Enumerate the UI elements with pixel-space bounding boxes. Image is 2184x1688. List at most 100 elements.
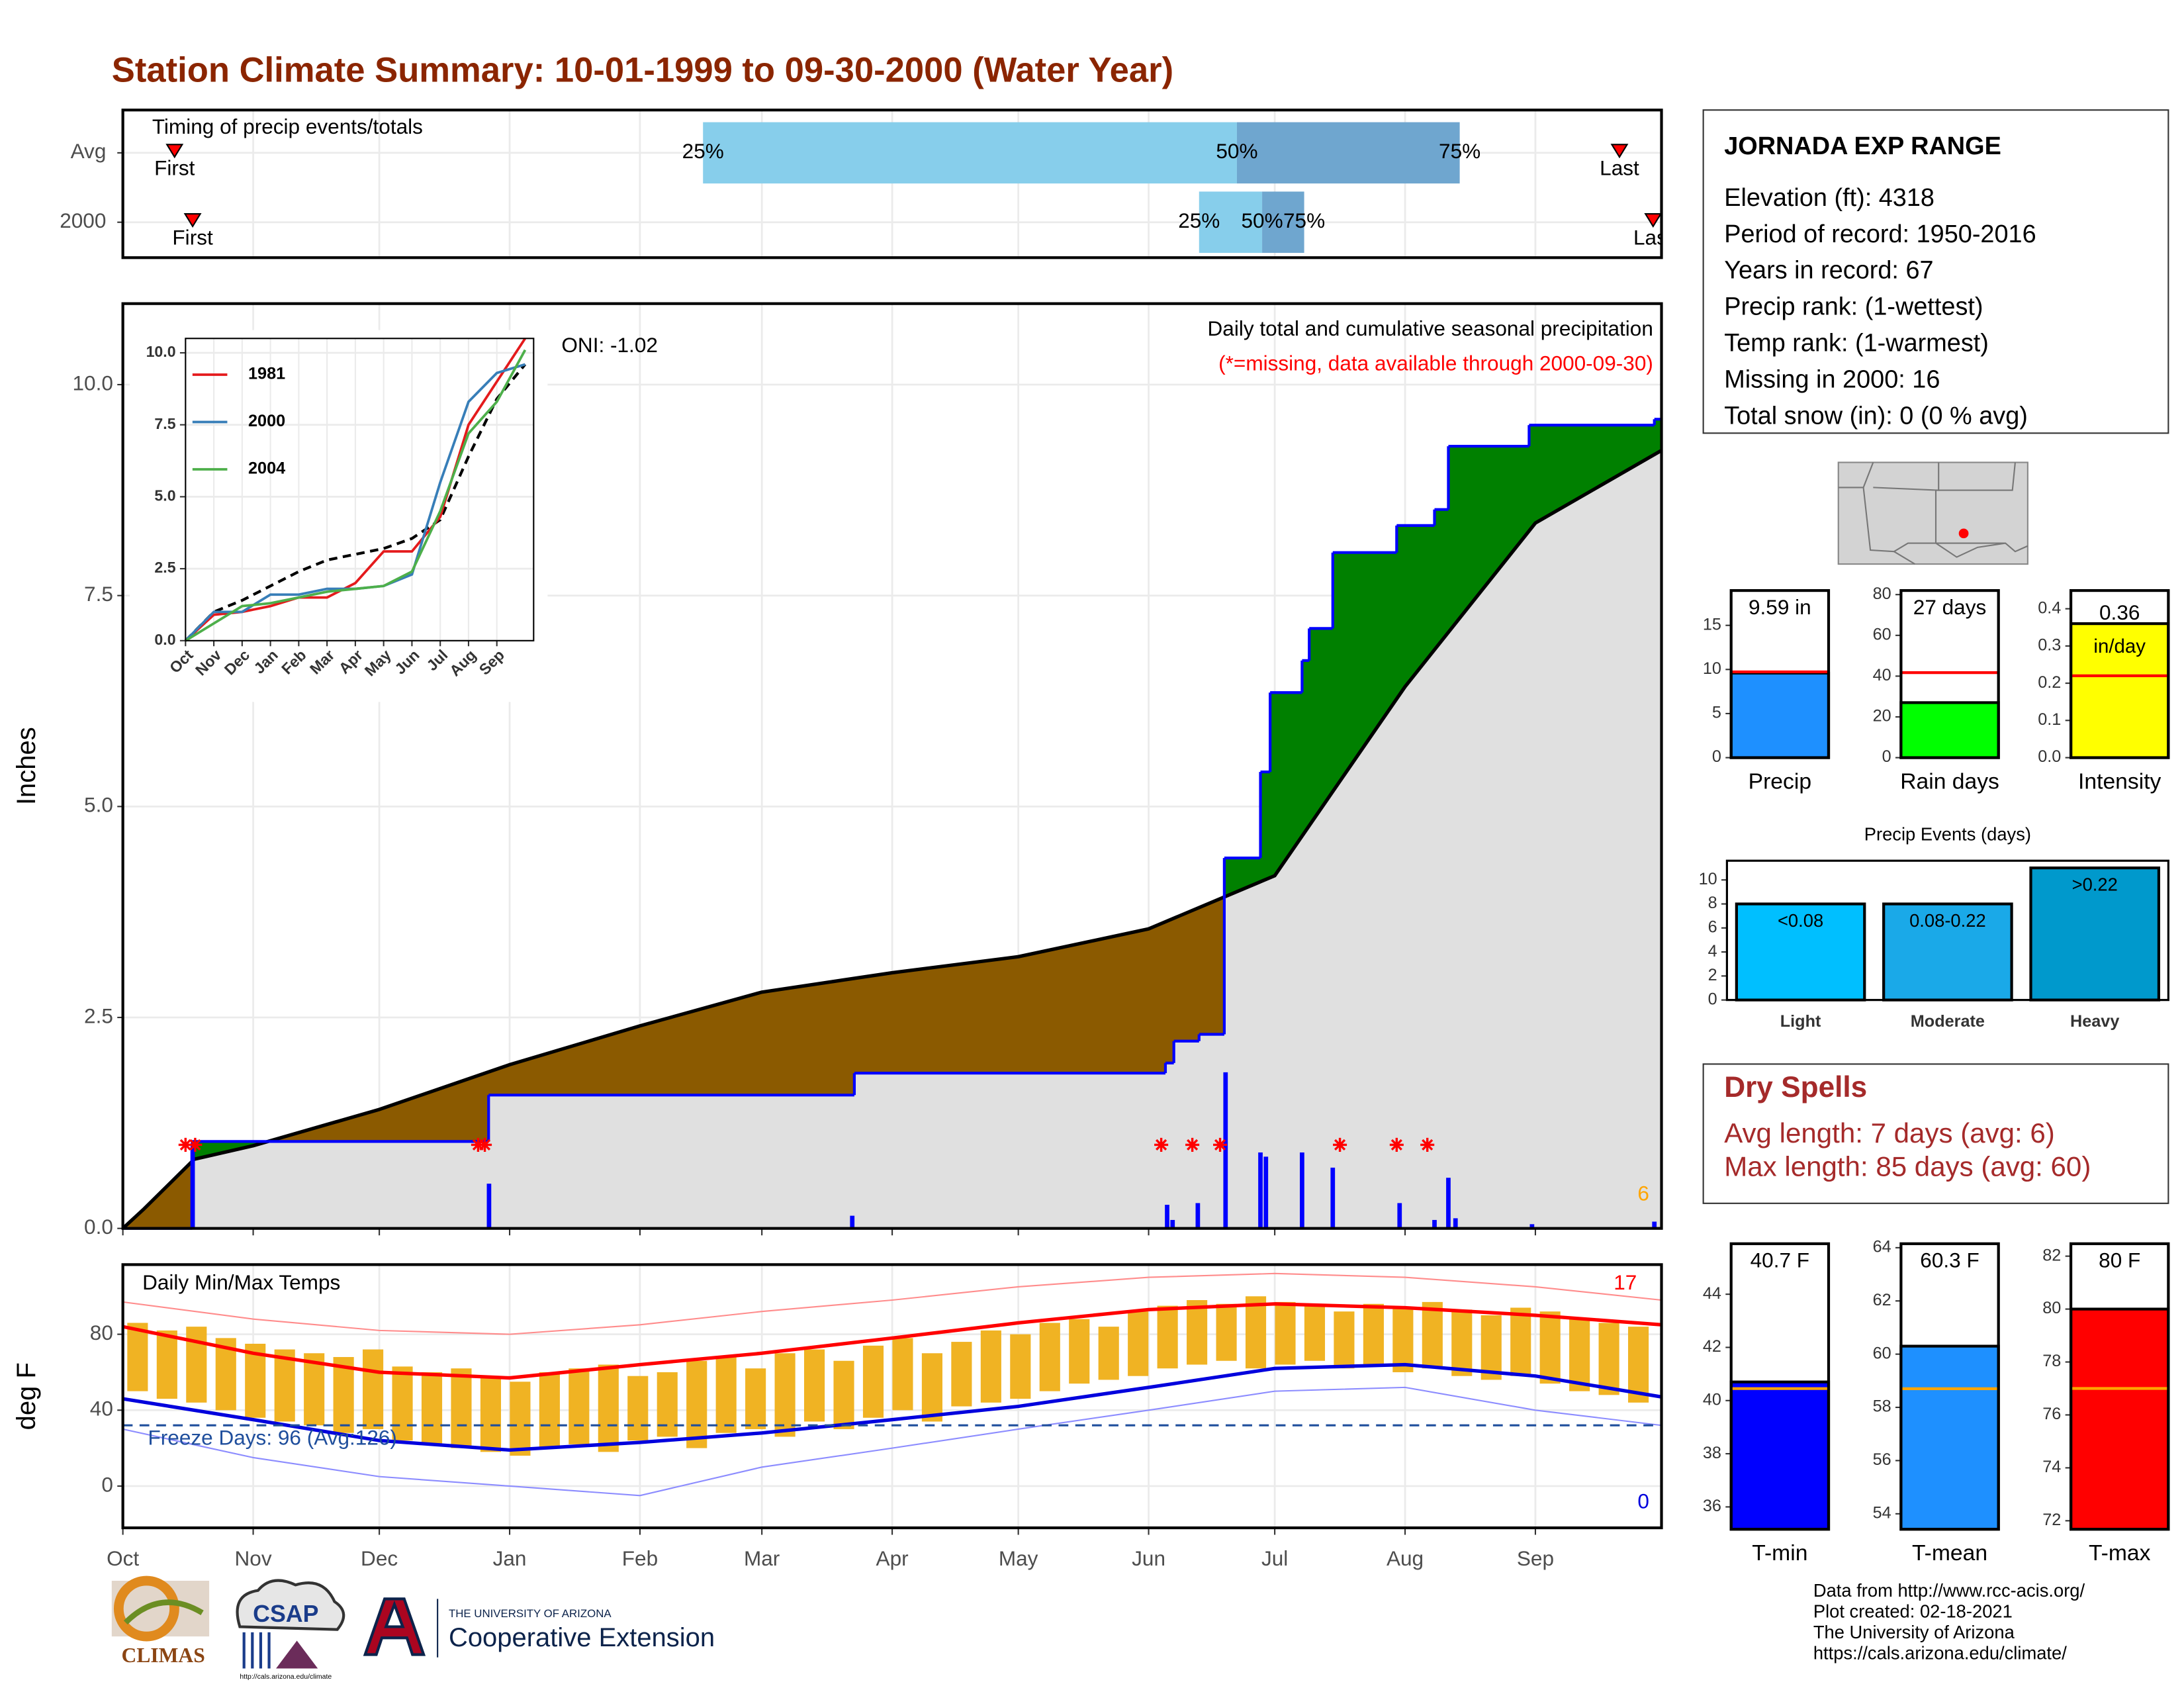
csap-mountain xyxy=(276,1640,318,1669)
daily-range-bar xyxy=(1392,1307,1414,1372)
daily-precip-bar xyxy=(1165,1205,1169,1229)
x-tick-label: Aug xyxy=(1387,1546,1424,1570)
quantile-label: 75% xyxy=(1283,209,1325,232)
csap-text: CSAP xyxy=(253,1601,318,1627)
daily-range-bar xyxy=(569,1368,590,1444)
station-line: Missing in 2000: 16 xyxy=(1724,365,1940,393)
climas-bg xyxy=(111,1580,210,1637)
daily-range-bar xyxy=(392,1366,413,1441)
daily-precip-bar xyxy=(1258,1152,1263,1229)
daily-precip-bar xyxy=(1223,1072,1228,1229)
inset-panel xyxy=(185,338,534,641)
y-tick-label: 0 xyxy=(1712,747,1721,766)
y-tick-label: 0 xyxy=(1708,990,1717,1008)
event-label: First xyxy=(172,225,213,249)
daily-range-bar xyxy=(1598,1323,1619,1395)
daily-range-bar xyxy=(657,1372,678,1437)
panel-border xyxy=(2069,588,2170,759)
quantile-label: 25% xyxy=(682,139,724,163)
daily-range-bar xyxy=(539,1372,560,1448)
border xyxy=(1893,542,2006,565)
daily-range-bar xyxy=(1128,1311,1149,1376)
y-tick-label: 0 xyxy=(101,1472,113,1496)
series-line xyxy=(185,349,527,642)
x-tick-label: Feb xyxy=(622,1546,658,1570)
footer-line: Plot created: 02-18-2021 xyxy=(1813,1601,2013,1622)
value-label: 40.7 F xyxy=(1751,1248,1809,1272)
unit-label: in/day xyxy=(2093,635,2146,657)
y-tick-label: 80 xyxy=(2042,1299,2061,1317)
y-tick-label: 0.0 xyxy=(84,1215,113,1239)
y-tick-label: 42 xyxy=(1703,1337,1721,1356)
daily-range-bar xyxy=(1480,1315,1502,1380)
daily-range-bar xyxy=(1098,1327,1119,1380)
missing-marker xyxy=(1389,1137,1404,1152)
daily-range-bar xyxy=(1334,1311,1355,1369)
y-tick-label: 7.5 xyxy=(154,415,175,432)
station-line: Total snow (in): 0 (0 % avg) xyxy=(1724,402,2028,430)
panel-border xyxy=(121,302,1663,1230)
daily-range-bar xyxy=(1069,1319,1090,1384)
y-tick-label: 0.1 xyxy=(2038,710,2061,729)
chart-title: Precip Events (days) xyxy=(1864,824,2031,845)
panel-border xyxy=(121,109,1663,259)
event-marker xyxy=(165,144,184,159)
bar xyxy=(1735,902,1866,1002)
y-tick-label: 7.5 xyxy=(84,582,113,606)
panel-border xyxy=(1899,1242,2000,1531)
chart-subtitle: (*=missing, data available through 2000-… xyxy=(1218,352,1653,375)
y-tick-label: 72 xyxy=(2042,1511,2061,1529)
event-marker xyxy=(1644,213,1662,228)
category-label: Rain days xyxy=(1900,769,1999,794)
daily-precip-bar xyxy=(1170,1219,1175,1229)
bin-label: 0.08-0.22 xyxy=(1909,910,1986,931)
footer-line: The University of Arizona xyxy=(1813,1622,2015,1642)
climas-sun xyxy=(113,1575,179,1642)
daily-range-bar xyxy=(980,1330,1001,1403)
locator-map xyxy=(1837,461,2028,565)
daily-precip-bar xyxy=(1432,1219,1437,1229)
bin-label: <0.08 xyxy=(1778,910,1823,931)
missing-marker xyxy=(178,1137,193,1152)
oni-label: ONI: -1.02 xyxy=(561,333,658,357)
daily-range-bar xyxy=(1510,1307,1531,1376)
state-borders xyxy=(1838,462,2028,553)
y-tick-label: 36 xyxy=(1703,1497,1721,1515)
legend-label: 1981 xyxy=(248,365,285,383)
station-line: Precip rank: (1-wettest) xyxy=(1724,293,1983,321)
y-tick-label: 76 xyxy=(2042,1405,2061,1423)
daily-range-bar xyxy=(892,1338,913,1411)
value-label: 27 days xyxy=(1913,595,1987,619)
daily-precip-bar xyxy=(1529,1224,1535,1229)
y-tick-label: 0.0 xyxy=(2038,747,2061,766)
daily-precip-bar xyxy=(1300,1152,1304,1229)
x-tick-label: Apr xyxy=(876,1546,909,1570)
climas-text: CLIMAS xyxy=(122,1644,205,1667)
average-cumulative-line xyxy=(121,449,1662,1230)
quantile-label: 50% xyxy=(1241,209,1283,232)
quantile-label: 25% xyxy=(1178,209,1220,232)
ua-logo xyxy=(363,1597,426,1656)
y-tick-label: 62 xyxy=(1873,1291,1891,1309)
event-label: Last xyxy=(1600,156,1639,179)
daily-range-bar xyxy=(1275,1301,1296,1365)
daily-range-bar xyxy=(421,1372,443,1444)
y-tick-label: 38 xyxy=(1703,1444,1721,1462)
station-line: Elevation (ft): 4318 xyxy=(1724,184,1934,212)
panel-border xyxy=(185,338,535,641)
daily-range-bar xyxy=(1216,1303,1237,1361)
station-line: Period of record: 1950-2016 xyxy=(1724,220,2036,248)
y-tick-label: 8 xyxy=(1708,894,1717,912)
category-label: T-mean xyxy=(1912,1541,1987,1566)
y-tick-label: 0.2 xyxy=(2038,673,2061,692)
daily-precip-bar xyxy=(1652,1221,1657,1229)
y-tick-label: 2.5 xyxy=(154,559,175,576)
y-tick-label: 15 xyxy=(1703,615,1721,633)
x-tick-label: Oct xyxy=(107,1546,139,1570)
avg-max-line xyxy=(122,1302,1662,1380)
csap-cloud xyxy=(236,1579,345,1631)
y-axis-label: deg F xyxy=(12,1362,41,1430)
daily-range-bar xyxy=(921,1353,942,1422)
event-marker xyxy=(1610,144,1629,159)
